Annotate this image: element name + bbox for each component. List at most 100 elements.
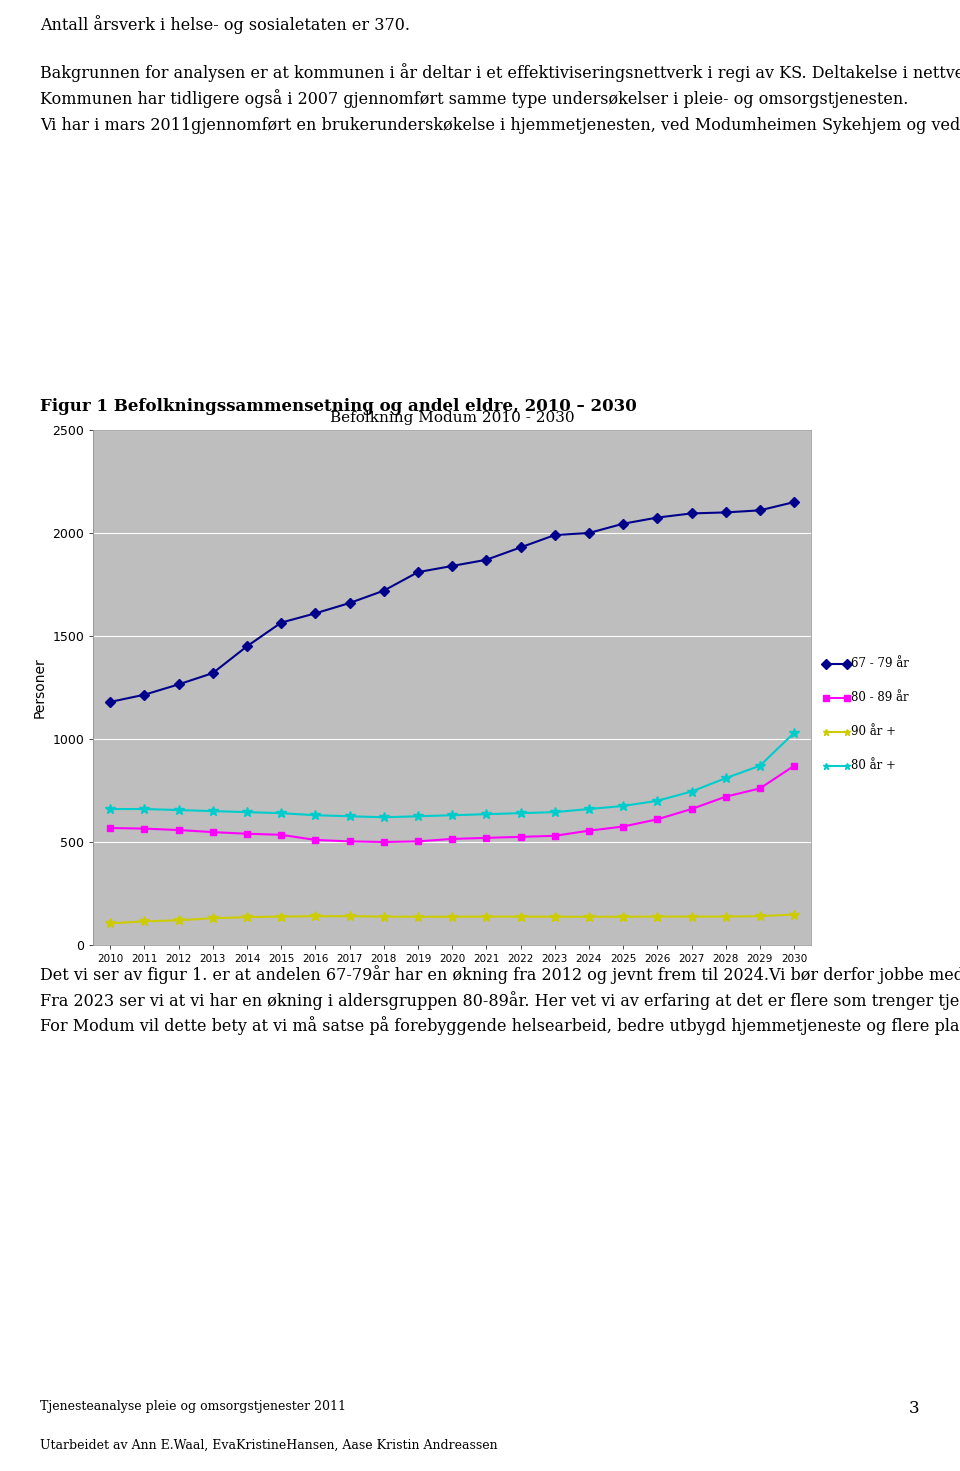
67 - 79 år [138,685,150,703]
Text: 90 år +: 90 år + [851,725,896,738]
80 år + [583,800,594,818]
Text: Figur 1 Befolkningssammensetning og andel eldre, 2010 – 2030: Figur 1 Befolkningssammensetning og ande… [40,399,637,415]
90 år + [446,908,458,925]
Text: 67 - 79 år: 67 - 79 år [851,658,909,671]
80 - 89 år [173,821,184,838]
80 år + [378,809,390,827]
67 - 79 år [276,613,287,631]
80 år + [549,803,561,821]
90 år + [241,909,252,927]
90 år + [788,906,800,924]
67 - 79 år [241,637,252,655]
80 år + [344,808,355,825]
90 år + [720,908,732,925]
90 år + [344,908,355,925]
90 år + [755,908,766,925]
80 - 89 år [378,833,390,850]
67 - 79 år [788,493,800,510]
80 - 89 år [549,827,561,844]
80 - 89 år [446,830,458,847]
90 år + [652,908,663,925]
67 - 79 år [652,509,663,527]
Text: Tjenesteanalyse pleie og omsorgstjenester 2011: Tjenesteanalyse pleie og omsorgstjeneste… [40,1400,347,1414]
90 år + [276,908,287,925]
80 - 89 år [515,828,526,846]
80 år + [173,802,184,819]
80 år + [652,791,663,809]
67 - 79 år [378,583,390,600]
90 år + [412,908,423,925]
Line: 80 år +: 80 år + [106,728,799,822]
80 - 89 år [310,831,322,849]
80 år + [481,805,492,822]
90 år + [549,908,561,925]
80 - 89 år [276,825,287,843]
Line: 67 - 79 år: 67 - 79 år [107,499,798,706]
67 - 79 år [173,675,184,693]
67 - 79 år [685,505,697,522]
Title: Befolkning Modum 2010 - 2030: Befolkning Modum 2010 - 2030 [330,410,574,425]
80 - 89 år [720,788,732,806]
80 - 89 år [344,833,355,850]
90 år + [310,908,322,925]
Line: 90 år +: 90 år + [106,909,799,928]
90 år + [583,908,594,925]
67 - 79 år [207,665,219,683]
Text: Utarbeidet av Ann E.Waal, EvaKristineHansen, Aase Kristin Andreassen: Utarbeidet av Ann E.Waal, EvaKristineHan… [40,1439,498,1452]
80 år + [276,805,287,822]
80 - 89 år [652,811,663,828]
90 år + [481,908,492,925]
80 - 89 år [241,825,252,843]
67 - 79 år [720,503,732,521]
80 år + [138,800,150,818]
67 - 79 år [617,515,629,533]
80 - 89 år [617,818,629,836]
Text: 80 år +: 80 år + [851,759,896,772]
67 - 79 år [583,524,594,541]
Text: 80 - 89 år: 80 - 89 år [851,691,908,705]
80 år + [617,797,629,815]
67 - 79 år [515,538,526,556]
80 år + [446,806,458,824]
80 - 89 år [755,780,766,797]
67 - 79 år [344,594,355,612]
80 år + [515,805,526,822]
67 - 79 år [755,502,766,519]
80 - 89 år [138,819,150,837]
90 år + [173,912,184,930]
67 - 79 år [446,558,458,575]
80 år + [241,803,252,821]
67 - 79 år [310,605,322,622]
80 år + [755,758,766,775]
67 - 79 år [105,693,116,710]
80 - 89 år [207,824,219,841]
90 år + [207,909,219,927]
80 - 89 år [685,800,697,818]
80 - 89 år [583,822,594,840]
80 år + [412,808,423,825]
80 år + [105,800,116,818]
80 - 89 år [481,830,492,847]
80 år + [720,769,732,787]
80 år + [310,806,322,824]
Text: Det vi ser av figur 1. er at andelen 67-79år har en økning fra 2012 og jevnt fre: Det vi ser av figur 1. er at andelen 67-… [40,965,960,1036]
Text: Antall årsverk i helse- og sosialetaten er 370.

Bakgrunnen for analysen er at k: Antall årsverk i helse- og sosialetaten … [40,15,960,134]
Y-axis label: Personer: Personer [33,658,47,718]
67 - 79 år [412,563,423,581]
67 - 79 år [549,527,561,544]
90 år + [105,915,116,933]
Text: 3: 3 [909,1400,920,1417]
90 år + [515,908,526,925]
90 år + [617,908,629,925]
80 - 89 år [412,833,423,850]
90 år + [138,912,150,930]
80 - 89 år [788,758,800,775]
Line: 80 - 89 år: 80 - 89 år [107,762,798,846]
80 år + [207,802,219,819]
90 år + [378,908,390,925]
80 år + [685,783,697,800]
80 år + [788,724,800,741]
67 - 79 år [481,552,492,569]
90 år + [685,908,697,925]
80 - 89 år [105,819,116,837]
